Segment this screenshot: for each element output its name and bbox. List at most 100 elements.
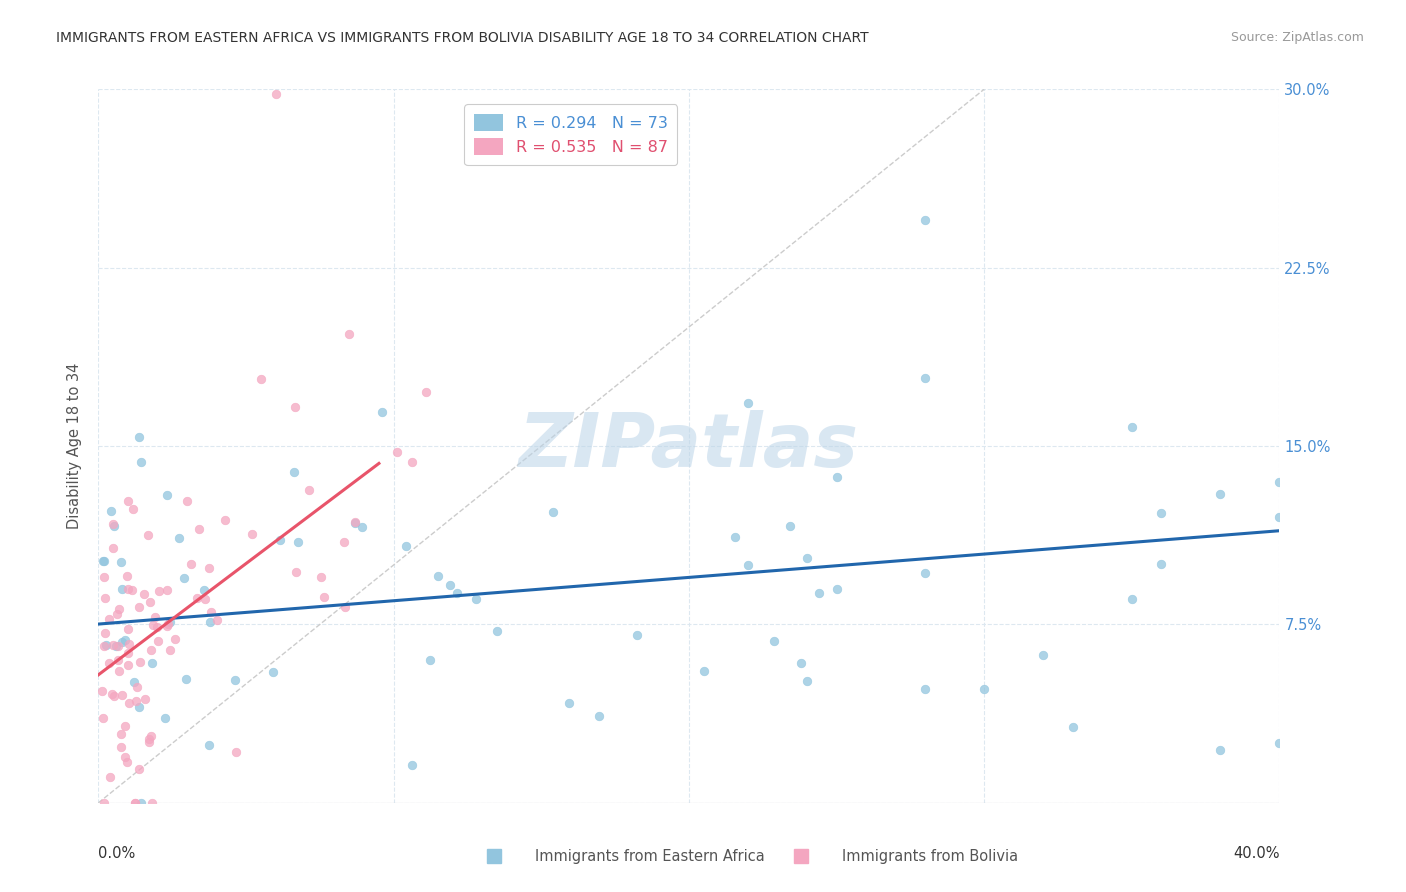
Point xyxy=(143,610,166,624)
Point xyxy=(807,586,830,600)
Point xyxy=(174,672,197,686)
Point xyxy=(117,493,139,508)
Point xyxy=(188,522,211,536)
Point xyxy=(224,673,246,687)
Point xyxy=(110,727,132,741)
Point xyxy=(98,612,121,626)
Text: ZIPatlas: ZIPatlas xyxy=(519,409,859,483)
Point xyxy=(332,535,354,549)
Point xyxy=(194,591,217,606)
Point xyxy=(485,624,508,638)
Point xyxy=(284,565,307,579)
Point xyxy=(128,699,150,714)
Point xyxy=(146,620,169,634)
Point xyxy=(264,87,287,101)
Point xyxy=(111,635,134,649)
Point xyxy=(91,554,114,568)
Point xyxy=(1268,510,1291,524)
Point xyxy=(1121,592,1143,607)
Point xyxy=(118,638,141,652)
Point xyxy=(93,553,115,567)
Point xyxy=(103,517,125,532)
Point xyxy=(141,656,163,670)
Point xyxy=(125,694,148,708)
Point xyxy=(156,619,179,633)
Point xyxy=(385,445,408,459)
Point xyxy=(103,541,125,556)
Point xyxy=(724,530,747,544)
Point xyxy=(193,582,215,597)
Point xyxy=(117,657,139,672)
Point xyxy=(796,674,818,689)
Point xyxy=(419,653,441,667)
Point xyxy=(142,617,165,632)
Point xyxy=(344,516,367,530)
Point xyxy=(93,640,115,654)
Point xyxy=(94,591,117,605)
Text: Immigrants from Eastern Africa: Immigrants from Eastern Africa xyxy=(536,849,765,863)
Point xyxy=(114,633,136,648)
Point xyxy=(350,519,373,533)
Point xyxy=(138,731,160,746)
Point xyxy=(128,762,150,776)
Point xyxy=(198,561,221,575)
Point xyxy=(111,688,134,702)
Point xyxy=(139,643,162,657)
Point xyxy=(128,600,150,615)
Point xyxy=(107,653,129,667)
Point xyxy=(1032,648,1054,663)
Point xyxy=(198,738,221,752)
Point xyxy=(371,405,394,419)
Point xyxy=(93,796,115,810)
Point xyxy=(90,683,112,698)
Point xyxy=(136,528,159,542)
Point xyxy=(1121,420,1143,434)
Point xyxy=(96,638,118,652)
Point xyxy=(155,582,177,597)
Point xyxy=(93,570,115,584)
Point xyxy=(103,519,125,533)
Point xyxy=(111,582,134,596)
Point xyxy=(114,750,136,764)
Point xyxy=(914,681,936,696)
Point xyxy=(198,615,221,629)
Point xyxy=(124,796,146,810)
Point xyxy=(309,570,332,584)
Point xyxy=(914,566,936,580)
Text: 0.0%: 0.0% xyxy=(98,846,135,861)
Point xyxy=(914,370,936,384)
Point xyxy=(825,582,848,597)
Point xyxy=(186,591,208,606)
Point xyxy=(173,571,195,585)
Point xyxy=(1150,558,1173,572)
Point xyxy=(97,656,120,670)
Point xyxy=(973,681,995,696)
Point xyxy=(128,430,150,444)
Point xyxy=(1150,506,1173,520)
Point xyxy=(117,622,139,636)
Point xyxy=(914,213,936,227)
Point xyxy=(1268,736,1291,750)
Point xyxy=(446,586,468,600)
Point xyxy=(91,711,114,725)
Point xyxy=(262,665,284,679)
Point xyxy=(155,711,177,725)
Point xyxy=(287,534,309,549)
Point xyxy=(156,617,179,632)
Point xyxy=(626,627,648,641)
Point xyxy=(110,739,132,754)
Point xyxy=(127,680,149,694)
Point xyxy=(165,632,187,647)
Point xyxy=(115,569,138,583)
Point xyxy=(588,709,610,723)
Point xyxy=(124,796,146,810)
Point xyxy=(763,633,786,648)
Point xyxy=(1209,486,1232,500)
Point xyxy=(1268,475,1291,490)
Point xyxy=(283,465,305,479)
Point xyxy=(415,384,437,399)
Point xyxy=(737,396,759,410)
Point xyxy=(129,455,152,469)
Point xyxy=(464,591,486,606)
Point xyxy=(122,502,145,516)
